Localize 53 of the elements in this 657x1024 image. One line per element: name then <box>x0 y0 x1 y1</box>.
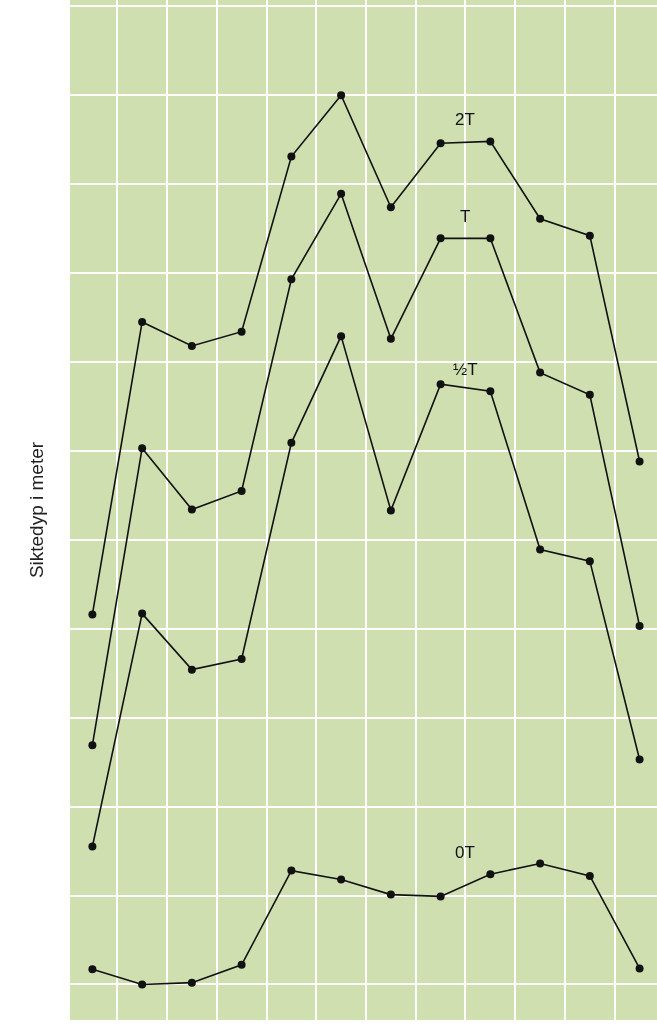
point <box>187 341 196 350</box>
point <box>187 665 196 674</box>
point <box>187 978 196 987</box>
point <box>635 457 644 466</box>
point <box>536 545 545 554</box>
series-label: 2T <box>455 110 475 129</box>
point <box>187 505 196 514</box>
series-label: T <box>460 207 471 226</box>
point <box>585 557 594 566</box>
point <box>88 965 97 974</box>
point <box>337 189 346 198</box>
point <box>486 870 495 879</box>
point <box>486 387 495 396</box>
point <box>88 842 97 851</box>
point <box>635 622 644 631</box>
point <box>337 91 346 100</box>
point <box>287 438 296 447</box>
point <box>138 317 147 326</box>
series-label: 0T <box>455 843 475 862</box>
point <box>635 964 644 973</box>
point <box>386 506 395 515</box>
point <box>386 890 395 899</box>
point <box>436 380 445 389</box>
point <box>138 444 147 453</box>
point <box>138 609 147 618</box>
point <box>635 755 644 764</box>
point <box>585 231 594 240</box>
point <box>486 234 495 243</box>
point <box>436 139 445 148</box>
point <box>536 368 545 377</box>
y-axis-title: Siktedyp i meter <box>25 441 47 579</box>
point <box>585 390 594 399</box>
point <box>88 610 97 619</box>
point <box>585 871 594 880</box>
point <box>287 275 296 284</box>
point <box>536 859 545 868</box>
point <box>237 486 246 495</box>
point <box>386 334 395 343</box>
point <box>536 214 545 223</box>
point <box>237 654 246 663</box>
point <box>436 892 445 901</box>
point <box>237 960 246 969</box>
point <box>337 332 346 341</box>
point <box>88 741 97 750</box>
series-label: ½T <box>453 360 478 379</box>
point <box>287 866 296 875</box>
point <box>486 137 495 146</box>
point <box>386 203 395 212</box>
point <box>237 327 246 336</box>
point <box>287 152 296 161</box>
point <box>138 980 147 989</box>
point <box>337 875 346 884</box>
point <box>436 234 445 243</box>
